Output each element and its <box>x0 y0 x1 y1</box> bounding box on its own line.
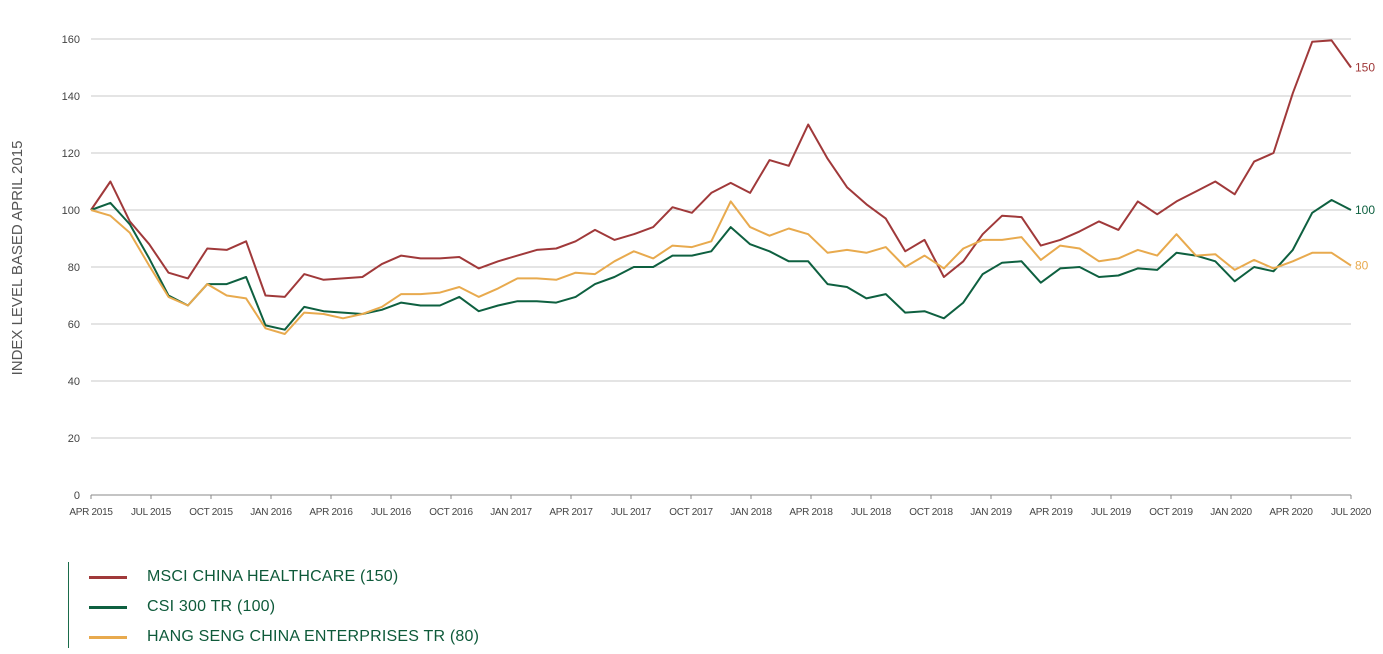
x-tick-label: JAN 2017 <box>490 507 532 518</box>
axes <box>90 494 1352 499</box>
x-tick-label: APR 2019 <box>1029 507 1073 518</box>
x-tick-label: OCT 2016 <box>429 507 473 518</box>
legend-item: MSCI CHINA HEALTHCARE (150) <box>89 562 479 592</box>
x-tick-label: JAN 2018 <box>730 507 772 518</box>
y-tick-label: 40 <box>68 376 80 388</box>
legend-item: HANG SENG CHINA ENTERPRISES TR (80) <box>89 622 479 652</box>
axis-labels: 0 20 40 60 80 100 120 140 160 APR 2015 JUL 2015 OCT… <box>62 34 1372 518</box>
x-tick-label: APR 2020 <box>1269 507 1313 518</box>
x-tick-label: APR 2017 <box>549 507 593 518</box>
legend-swatch <box>89 635 127 639</box>
legend: MSCI CHINA HEALTHCARE (150) CSI 300 TR (1… <box>68 562 479 648</box>
legend-swatch <box>89 575 127 579</box>
x-tick-label: OCT 2017 <box>669 507 713 518</box>
line-chart: 150 100 80 0 20 40 60 80 100 120 140 160 APR 2015 JU… <box>9 34 1375 518</box>
legend-label: CSI 300 TR (100) <box>147 598 276 615</box>
x-tick-label: OCT 2018 <box>909 507 953 518</box>
x-tick-label: JUL 2020 <box>1331 507 1372 518</box>
y-axis-label: INDEX LEVEL BASED APRIL 2015 <box>9 141 26 376</box>
series-end-label: 80 <box>1355 259 1369 273</box>
x-tick-label: JUL 2016 <box>371 507 412 518</box>
legend-item: CSI 300 TR (100) <box>89 592 479 622</box>
x-tick-label: APR 2018 <box>789 507 833 518</box>
legend-swatch <box>89 605 127 609</box>
y-tick-label: 0 <box>74 490 80 502</box>
x-tick-label: JAN 2020 <box>1210 507 1252 518</box>
x-tick-label: JUL 2017 <box>611 507 652 518</box>
x-tick-label: JAN 2016 <box>250 507 292 518</box>
y-tick-label: 160 <box>62 34 80 46</box>
x-tick-label: OCT 2019 <box>1149 507 1193 518</box>
x-tick-label: JUL 2018 <box>851 507 892 518</box>
series-end-label: 150 <box>1355 61 1375 75</box>
y-tick-label: 120 <box>62 148 80 160</box>
y-tick-label: 60 <box>68 319 80 331</box>
series-line-0 <box>90 39 1352 298</box>
x-tick-label: JAN 2019 <box>970 507 1012 518</box>
grid-lines <box>91 38 1351 439</box>
series-line-1 <box>90 199 1352 331</box>
y-tick-label: 20 <box>68 433 80 445</box>
y-tick-label: 140 <box>62 91 80 103</box>
x-tick-label: OCT 2015 <box>189 507 233 518</box>
series-lines: 150 100 80 <box>90 39 1375 335</box>
series-line-2 <box>90 200 1352 335</box>
legend-label: MSCI CHINA HEALTHCARE (150) <box>147 568 399 585</box>
y-tick-label: 100 <box>62 205 80 217</box>
x-tick-label: JUL 2019 <box>1091 507 1132 518</box>
x-tick-label: JUL 2015 <box>131 507 172 518</box>
y-tick-label: 80 <box>68 262 80 274</box>
series-end-label: 100 <box>1355 203 1375 217</box>
x-tick-label: APR 2015 <box>69 507 113 518</box>
x-tick-label: APR 2016 <box>309 507 353 518</box>
legend-label: HANG SENG CHINA ENTERPRISES TR (80) <box>147 628 480 645</box>
